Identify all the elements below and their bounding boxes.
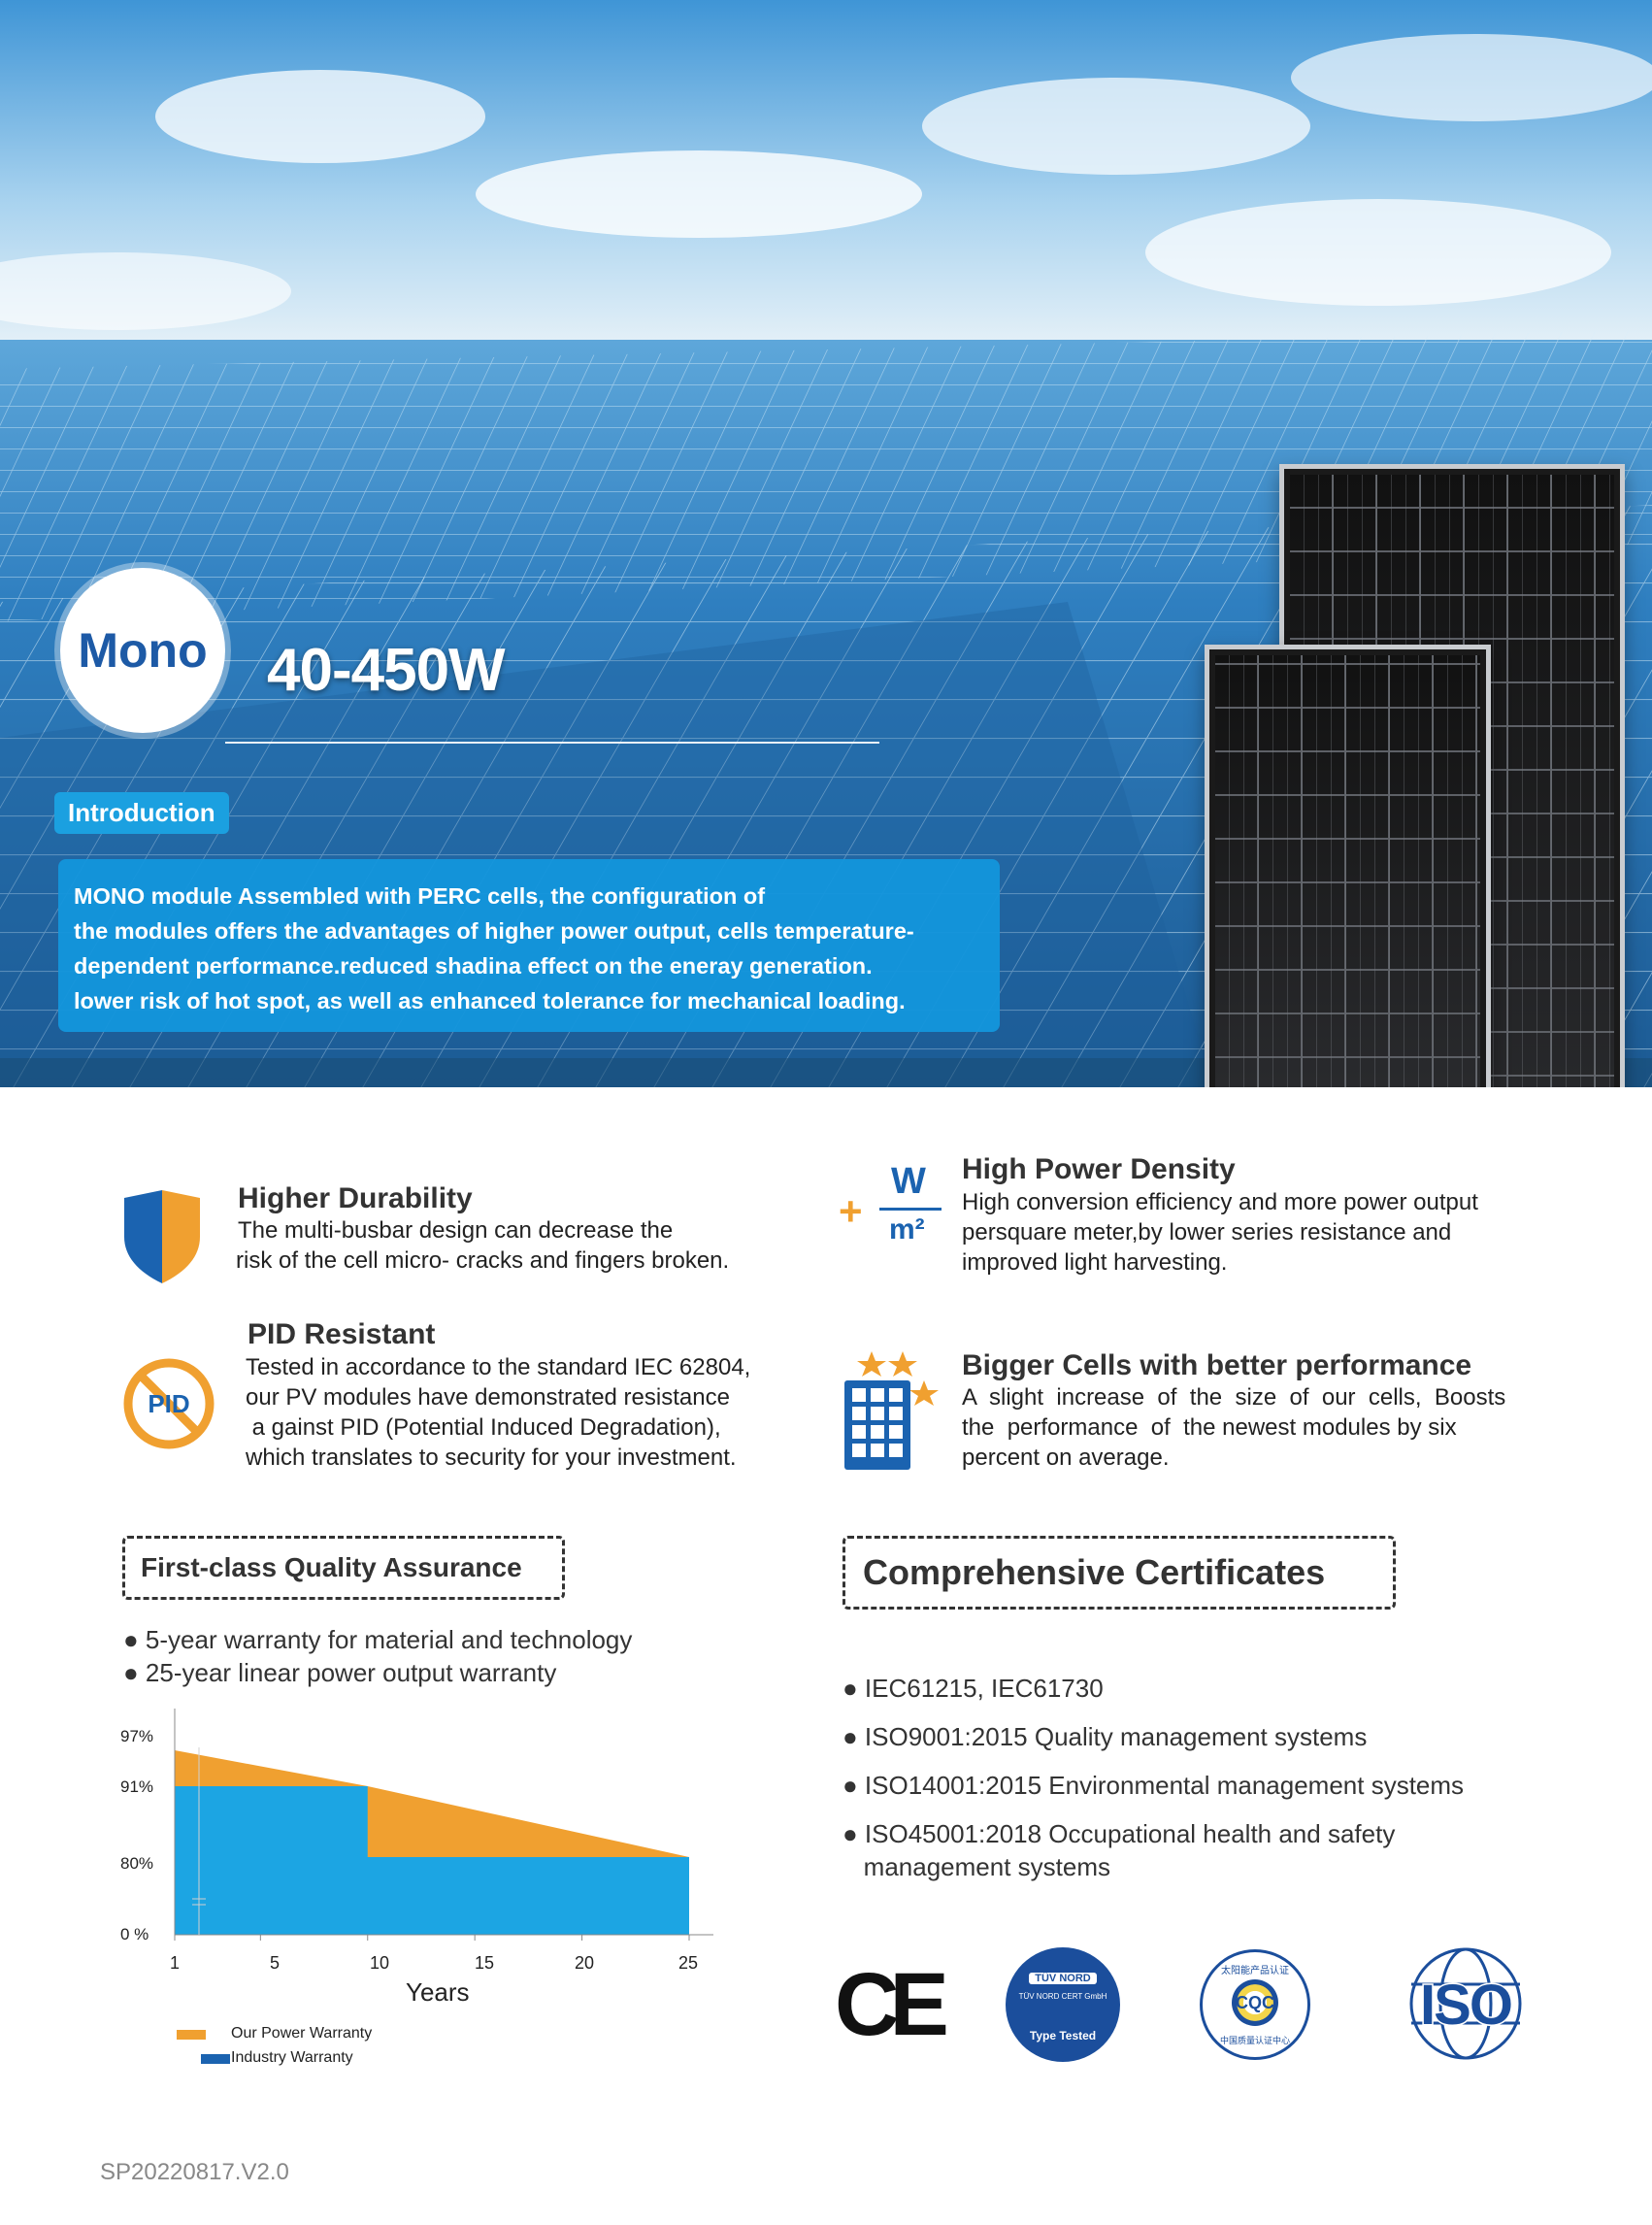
legend-swatch-industry <box>201 2054 230 2064</box>
pid-line: our PV modules have demonstrated resista… <box>246 1384 730 1411</box>
introduction-text-box: MONO module Assembled with PERC cells, t… <box>58 859 1000 1032</box>
pid-line: which translates to security for your in… <box>246 1445 737 1471</box>
cells-line: A slight increase of the size of our cel… <box>962 1384 1506 1411</box>
watt-symbol: W <box>891 1161 926 1202</box>
divider-line <box>225 742 879 744</box>
series-area-industry-warranty <box>175 1786 689 1935</box>
x-tick-label: 15 <box>475 1953 495 1973</box>
density-line: persquare meter,by lower series resistan… <box>962 1219 1452 1245</box>
x-tick-label: 20 <box>575 1953 595 1973</box>
density-line: High conversion efficiency and more powe… <box>962 1189 1478 1215</box>
x-tick-label: 10 <box>370 1953 390 1973</box>
pid-title: PID Resistant <box>248 1318 436 1350</box>
tuv-bottom-label: Type Tested <box>1029 2029 1097 2042</box>
square-meter-symbol: m² <box>889 1213 925 1245</box>
iso-logo: ISO <box>1398 1943 1534 2064</box>
pid-text: Tested in accordance to the standard IEC… <box>246 1352 750 1473</box>
pid-line: a gainst PID (Potential Induced Degradat… <box>246 1414 721 1441</box>
cells-title: Bigger Cells with better performance <box>962 1349 1472 1381</box>
intro-line: the modules offers the advantages of hig… <box>74 918 914 944</box>
no-pid-icon: PID <box>120 1355 217 1452</box>
iso-wordmark: ISO <box>1419 1973 1515 2039</box>
solar-cell-stars-icon <box>844 1351 939 1470</box>
introduction-tag: Introduction <box>54 792 229 834</box>
x-tick-label: 5 <box>270 1953 281 1973</box>
y-tick-label: 97% <box>120 1727 154 1745</box>
durability-text: The multi-busbar design can decrease the… <box>236 1215 730 1276</box>
solar-panel-front <box>1205 645 1491 1087</box>
cqc-sun-icon <box>1232 1979 1278 2026</box>
x-tick-label: 25 <box>678 1953 699 1973</box>
hero-banner: Mono 40-450W Introduction MONO module As… <box>0 0 1652 1087</box>
legend-label-our: Our Power Warranty <box>231 2025 373 2042</box>
cqc-bottom-label: 中国质量认证中心 <box>1219 2036 1290 2045</box>
mono-badge-label: Mono <box>78 623 208 678</box>
x-tick-label: 1 <box>170 1953 181 1973</box>
intro-line: dependent performance.reduced shadina ef… <box>74 953 873 979</box>
durability-line: risk of the cell micro- cracks and finge… <box>236 1247 730 1274</box>
durability-line: The multi-busbar design can decrease the <box>238 1217 674 1244</box>
quality-heading-box: First-class Quality Assurance <box>122 1536 565 1600</box>
power-range-title: 40-450W <box>267 637 506 704</box>
watt-per-square-meter-icon: + W m² <box>839 1161 947 1258</box>
fraction-bar <box>879 1208 942 1211</box>
x-axis-title: Years <box>406 1977 470 2007</box>
pid-line: Tested in accordance to the standard IEC… <box>246 1354 751 1380</box>
cqc-mid-label: CQC <box>1236 1993 1274 2012</box>
ce-logo: CE <box>835 1960 949 2049</box>
density-text: High conversion efficiency and more powe… <box>962 1187 1478 1278</box>
document-code: SP20220817.V2.0 <box>100 2159 289 2185</box>
y-tick-label: 0 % <box>120 1925 149 1943</box>
y-tick-label: 91% <box>120 1777 154 1796</box>
intro-line: MONO module Assembled with PERC cells, t… <box>74 883 766 909</box>
certificates-heading: Comprehensive Certificates <box>863 1552 1326 1592</box>
cert-item: ● ISO9001:2015 Quality management system… <box>843 1722 1368 1751</box>
plus-sign: + <box>839 1188 863 1234</box>
cert-item: management systems <box>843 1852 1110 1881</box>
cells-line: percent on average. <box>962 1445 1170 1471</box>
legend-label-industry: Industry Warranty <box>231 2049 353 2066</box>
pid-label: PID <box>148 1389 190 1418</box>
y-tick-label: 80% <box>120 1854 154 1873</box>
warranty-chart <box>174 1709 713 1941</box>
density-title: High Power Density <box>962 1153 1236 1185</box>
cqc-logo: 太阳能产品认证 CQC 中国质量认证中心 <box>1200 1949 1310 2060</box>
intro-line: lower risk of hot spot, as well as enhan… <box>74 988 906 1013</box>
quality-bullet: ● 25-year linear power output warranty <box>123 1658 557 1687</box>
quality-bullet: ● 5-year warranty for material and techn… <box>123 1625 633 1654</box>
shield-icon <box>124 1190 200 1283</box>
density-line: improved light harvesting. <box>962 1249 1228 1276</box>
durability-title: Higher Durability <box>238 1182 473 1214</box>
quality-heading: First-class Quality Assurance <box>141 1552 522 1582</box>
tuv-nord-logo: TÜV NORD TÜV NORD CERT GmbH Type Tested <box>1006 1947 1120 2062</box>
quality-bullets: ● 5-year warranty for material and techn… <box>123 1623 632 1689</box>
cert-item: ● IEC61215, IEC61730 <box>843 1674 1104 1703</box>
legend-swatch-our <box>177 2030 206 2040</box>
cells-text: A slight increase of the size of our cel… <box>962 1382 1505 1473</box>
mono-badge: Mono <box>60 568 225 733</box>
cert-item: ● ISO45001:2018 Occupational health and … <box>843 1819 1396 1848</box>
cells-line: the performance of the newest modules by… <box>962 1414 1457 1441</box>
cert-item: ● ISO14001:2015 Environmental management… <box>843 1771 1465 1800</box>
tuv-mid-label: TÜV NORD CERT GmbH <box>1018 1992 1107 2001</box>
tuv-top-label: TÜV NORD <box>1029 1973 1097 1984</box>
ce-mark: CE <box>835 1955 949 2054</box>
cqc-top-label: 太阳能产品认证 <box>1221 1966 1289 1976</box>
certificates-heading-box: Comprehensive Certificates <box>843 1536 1396 1610</box>
